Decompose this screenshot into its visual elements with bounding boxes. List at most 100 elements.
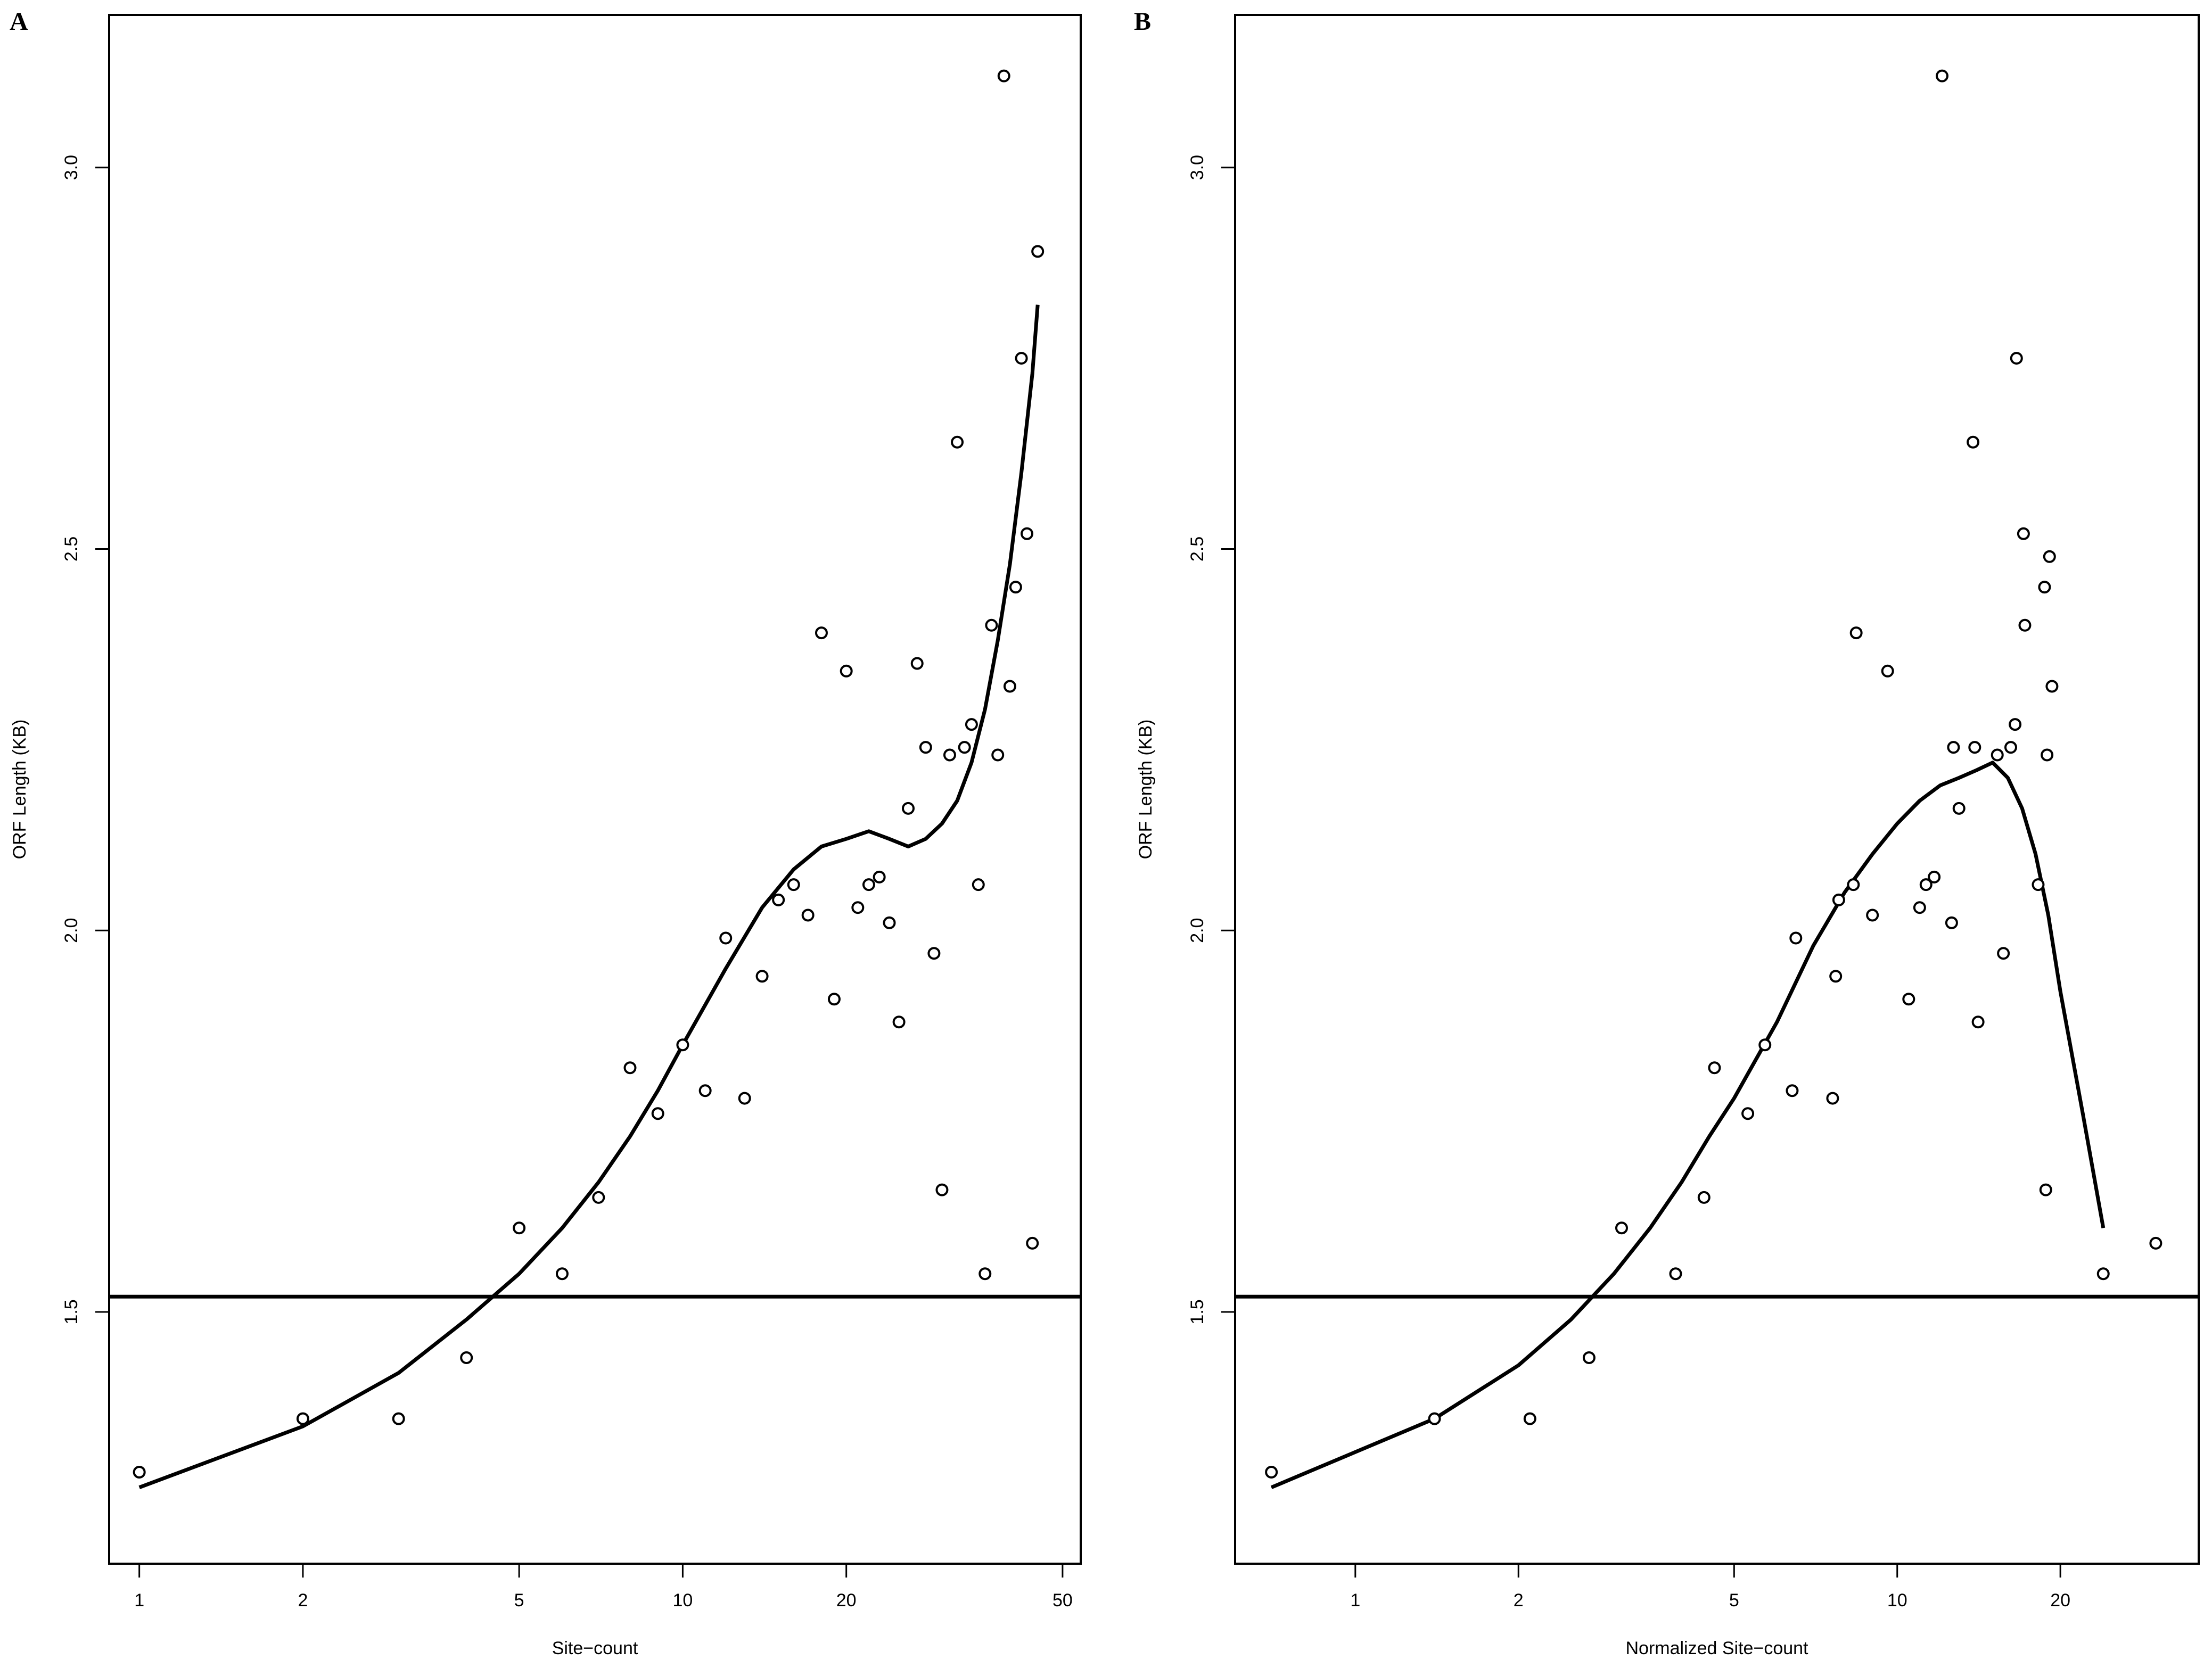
- data-point: [2045, 680, 2059, 693]
- y-tick-label: 2.0: [1187, 918, 1207, 943]
- x-tick-label: 5: [514, 1590, 524, 1611]
- data-point: [651, 1107, 664, 1120]
- data-point: [1928, 870, 1941, 883]
- data-point: [862, 878, 875, 891]
- x-tick-label: 10: [672, 1590, 693, 1611]
- data-point: [1881, 664, 1894, 678]
- data-point: [1031, 245, 1045, 258]
- data-point: [1952, 802, 1966, 815]
- data-point: [972, 878, 985, 891]
- y-tick-label: 1.5: [1187, 1299, 1207, 1324]
- data-point: [133, 1465, 146, 1479]
- data-point: [1913, 901, 1926, 914]
- data-point: [2041, 748, 2054, 762]
- data-point: [901, 802, 915, 815]
- data-point: [555, 1267, 569, 1281]
- smooth-curve: [138, 304, 1040, 1489]
- data-point: [1997, 947, 2010, 960]
- data-point: [2043, 550, 2056, 563]
- data-point: [1866, 909, 1879, 922]
- data-point: [1789, 931, 1803, 945]
- data-point: [592, 1191, 605, 1204]
- data-point: [1967, 435, 1980, 449]
- data-point: [935, 1183, 949, 1196]
- data-point: [1971, 1015, 1985, 1029]
- data-point: [927, 947, 941, 960]
- x-tick-label: 1: [1350, 1590, 1360, 1611]
- data-point: [1758, 1038, 1772, 1052]
- panel-letter-a: A: [10, 7, 28, 36]
- data-point: [951, 435, 964, 449]
- data-point: [2018, 618, 2032, 632]
- data-point: [1902, 993, 1915, 1006]
- y-tick-label: 3.0: [1187, 155, 1207, 180]
- data-point: [919, 741, 932, 754]
- data-point: [965, 718, 978, 731]
- data-point: [623, 1061, 637, 1075]
- y-tick-label: 2.5: [61, 536, 81, 561]
- data-point: [1968, 741, 1981, 754]
- data-point: [738, 1092, 751, 1105]
- data-point: [910, 657, 924, 670]
- data-point: [801, 909, 815, 922]
- data-point: [1428, 1412, 1441, 1425]
- x-tick-label: 10: [1887, 1590, 1907, 1611]
- x-tick-label: 50: [1052, 1590, 1073, 1611]
- data-point: [2149, 1236, 2162, 1250]
- data-point: [1021, 527, 1034, 540]
- data-point: [1669, 1267, 1682, 1281]
- data-point: [1003, 680, 1016, 693]
- y-tick-label: 3.0: [61, 155, 81, 180]
- data-point: [883, 916, 896, 929]
- data-point: [1847, 878, 1860, 891]
- y-axis-title: ORF Length (KB): [1136, 720, 1156, 860]
- data-point: [772, 893, 785, 906]
- data-point: [2039, 1183, 2052, 1196]
- data-point: [1026, 1236, 1039, 1250]
- y-axis-title: ORF Length (KB): [10, 720, 30, 860]
- panel-letter-b: B: [1134, 7, 1151, 36]
- data-point: [296, 1412, 309, 1425]
- data-point: [1945, 916, 1958, 929]
- data-point: [827, 993, 841, 1006]
- data-point: [1786, 1084, 1799, 1097]
- data-point: [997, 69, 1010, 82]
- x-tick-label: 20: [2050, 1590, 2070, 1611]
- data-point: [755, 970, 769, 983]
- data-point: [2032, 878, 2045, 891]
- data-point: [1697, 1191, 1711, 1204]
- x-tick-label: 1: [134, 1590, 144, 1611]
- data-point: [787, 878, 800, 891]
- data-point: [978, 1267, 992, 1281]
- panel-a: 1 2 5 10 20 50 1.5 2.0 2.5 3.0 Site−count ORF Lengt…: [10, 14, 1082, 1658]
- data-point: [985, 618, 998, 632]
- data-point: [2004, 741, 2018, 754]
- x-axis-title: Site−count: [552, 1638, 638, 1658]
- data-point: [1832, 893, 1845, 906]
- data-point: [676, 1038, 689, 1052]
- x-tick-label: 2: [298, 1590, 308, 1611]
- x-tick-label: 20: [836, 1590, 857, 1611]
- data-point: [873, 870, 886, 883]
- data-point: [1582, 1351, 1596, 1364]
- panel-b: 1 2 5 10 20 1.5 2.0 2.5 3.0 Normalized Site−count…: [1136, 14, 2200, 1658]
- data-point: [2096, 1267, 2110, 1281]
- data-point: [2017, 527, 2030, 540]
- plot-frame: [108, 14, 1082, 1565]
- data-point: [513, 1221, 526, 1235]
- data-point: [460, 1351, 473, 1364]
- y-tick-label: 1.5: [61, 1299, 81, 1324]
- data-point: [1009, 581, 1022, 594]
- y-tick-label: 2.5: [1187, 536, 1207, 561]
- data-point: [1919, 878, 1933, 891]
- plot-frame: [1234, 14, 2200, 1565]
- x-tick-label: 2: [1514, 1590, 1524, 1611]
- data-point: [1708, 1061, 1721, 1075]
- data-point: [698, 1084, 712, 1097]
- x-tick-label: 5: [1729, 1590, 1739, 1611]
- data-point: [1615, 1221, 1628, 1235]
- data-point: [851, 901, 865, 914]
- smooth-curve: [1270, 761, 2106, 1489]
- data-point: [815, 626, 828, 640]
